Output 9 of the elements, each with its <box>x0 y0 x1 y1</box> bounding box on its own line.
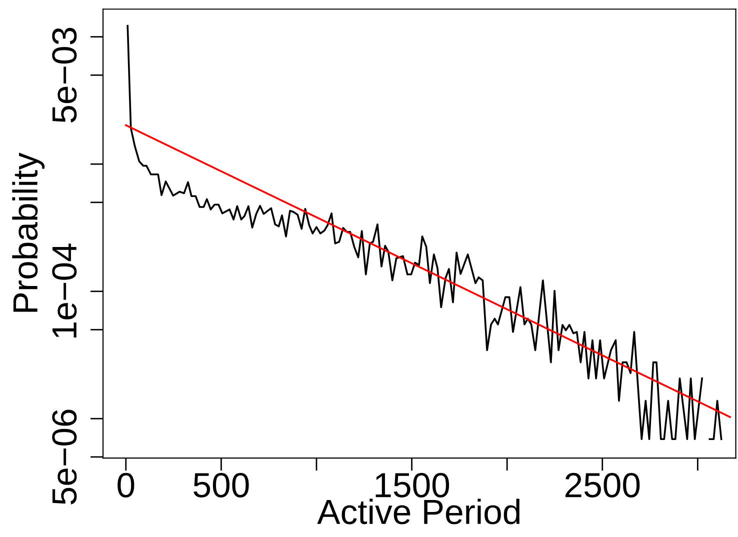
x-tick-label: 2500 <box>566 472 640 498</box>
y-tick-label: 5e−06 <box>52 410 77 504</box>
y-tick-label: 1e−04 <box>52 244 77 338</box>
y-axis-title: Probability <box>12 152 45 312</box>
x-tick-label: 0 <box>118 472 134 498</box>
y-tick-label: 5e−03 <box>52 28 77 122</box>
x-tick-label: 1500 <box>376 472 450 498</box>
x-axis-title: Active Period <box>317 498 520 524</box>
x-tick-label: 500 <box>194 472 249 498</box>
